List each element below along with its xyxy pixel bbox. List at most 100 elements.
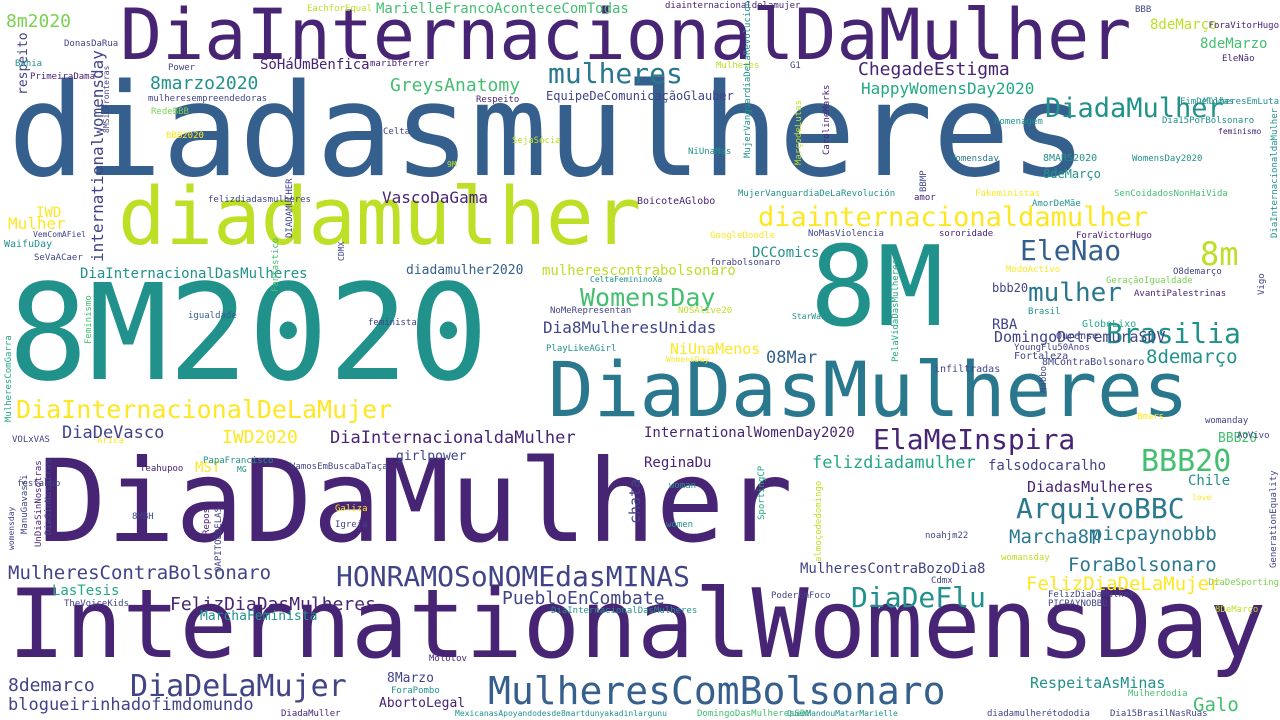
word-diadamulher: diadamulher — [118, 171, 642, 263]
word-8de-marco: 8deMarço — [1043, 167, 1101, 181]
word-ela-me-inspira: ElaMeInspira — [873, 423, 1076, 456]
word-8de-marzo: 8deMarzo — [1200, 36, 1268, 52]
word-avanti-palestrinas: AvantiPalestrinas — [1134, 289, 1227, 299]
word-bbb2020: BBB2020 — [166, 131, 204, 141]
word-mg: MG — [237, 465, 247, 474]
word-8-marzo: 8Marzo — [387, 671, 434, 686]
word-marcha8-m: Marcha8M — [1009, 526, 1101, 548]
word-fakeministas: Fakeministas — [975, 189, 1041, 199]
word-dia8-mulheres-unidas: Dia8MulheresUnidas — [543, 318, 717, 337]
word-8-msin-fronteras: 8MSinFronteras — [102, 65, 111, 133]
word-diainternacionaldelamujer: diainternacionaldelamujer — [665, 1, 801, 11]
word-8m2020: 8m2020 — [6, 11, 72, 32]
word-fora-victor-hugo: ForaVictorHugo — [1076, 231, 1152, 241]
word-ao-vivo: AoVivo — [1237, 431, 1270, 441]
word-sen-coidados-non-hai-vida: SenCoidadosNonHaiVida — [1114, 189, 1228, 199]
word-volx-vas: VOLxVAS — [12, 435, 50, 445]
word-mujer-vanguardia-de-la-revolucion: MujerVanguardiaDeLaRevolución — [738, 189, 896, 199]
word-bbb20: BBB20 — [1141, 444, 1232, 479]
word-repost: Repost — [202, 502, 212, 535]
word-manu-gavassi: ManuGavassi — [20, 474, 30, 534]
word-dia-internacionalda-mulher: DiaInternacionaldaMulher — [1270, 107, 1280, 238]
word-felizdiadasmulheres: felizdiadasmulheres — [208, 195, 311, 205]
word-women: women — [666, 520, 694, 530]
word-eachfor-equal: EachforEqual — [307, 4, 373, 14]
word-amor-de-mae: AmorDeMãe — [1032, 199, 1081, 209]
word-chata: chata — [626, 478, 644, 524]
word-igualdade: igualdade — [188, 311, 237, 321]
word-celta-feminino-xa: CeltaFemininoXa — [590, 275, 663, 284]
word-bbb: BBB — [1135, 5, 1152, 15]
word-boicote-aglobo: BoicoteAGlobo — [637, 196, 716, 207]
word-8-mbh: 8MBH — [132, 512, 154, 522]
word-bmars: Bmars — [1137, 412, 1165, 422]
word-rba: RBA — [992, 317, 1018, 333]
word-dia15-por-bolsonaro: Dia15PorBolsonaro — [1162, 116, 1255, 126]
word-chile: Chile — [1188, 473, 1231, 489]
word-waifu-day: WaifuDay — [4, 239, 53, 250]
word-womensday: Womensday — [950, 154, 999, 164]
word-womanday: womanday — [1205, 416, 1249, 426]
word-08-mar: 08Mar — [766, 348, 818, 368]
word-bahia: Bahia — [15, 59, 43, 69]
word-domingo-detremura-sdv: DomingoDetremuraSDV — [994, 328, 1166, 346]
word-picpaynobbb: picpaynobbb — [1091, 523, 1217, 545]
word-diada-mulher: DiadaMulher — [1045, 93, 1224, 124]
word-diada-muller: DiadaMuller — [281, 709, 341, 719]
word-dia-internacional-de-la-mujer: DiaInternacionalDeLaMujer — [16, 395, 393, 424]
word-maribferrer: maribferrer — [370, 59, 430, 69]
word-equipe-de-comunicacao-glauber: EquipeDeComunicaçãoGlauber — [546, 89, 734, 103]
word-poder-em-foco: PoderEmFoco — [771, 591, 831, 601]
word-vem-com-afiel: VemComAFiel — [33, 230, 86, 239]
word-arica: Arica — [97, 436, 125, 446]
word-vasco-da-gama: VascoDaGama — [382, 188, 488, 207]
word-habbo: Habbo — [1039, 365, 1049, 393]
word-8-m2020: 8M2020 — [8, 257, 489, 411]
word-un-dia-sin-nosotras: UnDiaSinNosotras — [34, 460, 44, 547]
word-diadamulher: DIADAMULHER — [285, 178, 295, 238]
word-fora-vitor-hugo: ForaVitorHugo — [1208, 21, 1279, 31]
word-infiltradas: infiltradas — [934, 364, 1001, 375]
word-teahupoo: Teahupoo — [140, 464, 184, 474]
word-mst: MST — [195, 460, 221, 476]
word-molotov: Molotov — [429, 654, 467, 664]
word-dccomics: DCComics — [752, 245, 820, 261]
word-diadamulheretododia: diadamulherétododia — [987, 709, 1090, 719]
word-amor: amor — [914, 193, 936, 203]
word-mulher: Mulher — [8, 214, 66, 233]
word-8-mars2020: 8MARS2020 — [1043, 153, 1098, 164]
word-honramoso-nomedas-minas: HONRAMOSoNOMEdasMINAS — [336, 560, 691, 593]
word-fortaleza: Fortaleza — [1014, 351, 1069, 362]
word-nosalive20: NOSAlive20 — [678, 306, 733, 316]
word-pela-vida-das-mulheres: PelaVidaDasMulheres — [891, 259, 901, 362]
word-donas-da-rua: DonasDaRua — [64, 39, 119, 49]
word-chegade-estigma: ChegadeEstigma — [858, 59, 1010, 80]
word-seja-socia: SejaSócia — [512, 136, 561, 146]
word-cdmx: Cdmx — [931, 576, 953, 586]
word-womensday: womensday — [7, 506, 16, 550]
word-womansday: womansday — [1001, 553, 1050, 563]
word-rede-bbb: RedeBBB — [151, 107, 189, 117]
word-g1: G1 — [790, 61, 801, 71]
word-dia-da-mulher: DiaDaMulher — [38, 435, 793, 568]
word-felizdiadamulher: felizdiadamulher — [812, 453, 976, 473]
word-papa-francisco: PapaFrancisco — [203, 456, 274, 466]
word-diainternacionaldamulher: diainternacionaldamulher — [758, 202, 1149, 233]
word-diadamulher2020: diadamulher2020 — [406, 263, 524, 278]
word-young-flu50-anos: YoungFlu50Anos — [1014, 343, 1090, 353]
word-o8demarco: O8demarço — [1173, 267, 1222, 277]
word-dia-de-sporting: DiaDeSporting — [1208, 578, 1279, 588]
word-sporting-cp: SportingCP — [757, 465, 767, 520]
word-primeira-dama: PrimeiraDama — [30, 72, 96, 82]
word-ele-nao: EleNao — [1020, 234, 1122, 267]
word-8m: 8m — [1200, 235, 1239, 273]
word-8-mcontra-bolsonaro: 8MContraBolsonaro — [1042, 357, 1145, 368]
word-fantastico: Fantastico — [271, 237, 281, 292]
word-the-voice-kids: TheVoiceKids — [64, 599, 130, 609]
word-feliz-dia-das-mulheres: FelizDiaDasMulheres — [170, 594, 376, 615]
word-woman: woman — [669, 481, 697, 491]
word-aborto-legal: AbortoLegal — [379, 696, 466, 711]
word-brasil: Brasil — [1028, 307, 1061, 317]
word-mulherdodia: Mulherdodia — [1128, 689, 1188, 699]
word-mulheres-contra-bolsonaro: MulheresContraBolsonaro — [8, 562, 272, 584]
